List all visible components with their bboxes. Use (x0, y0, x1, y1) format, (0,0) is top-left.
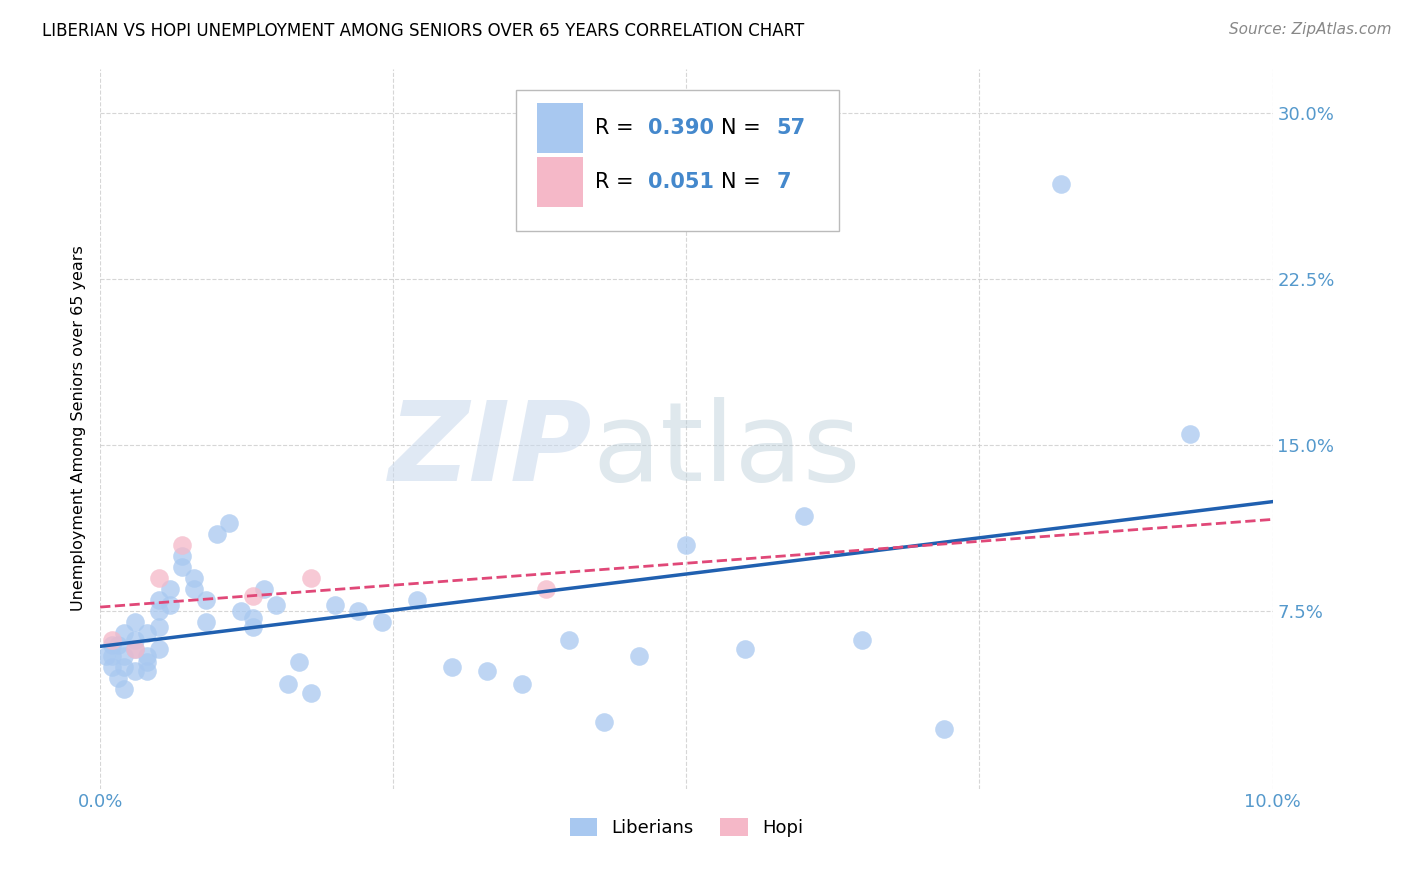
Point (101, 648, 124, 663)
Point (124, 642, 146, 657)
Point (94, 648, 117, 663)
Point (136, 655, 159, 669)
Text: atlas: atlas (592, 397, 860, 504)
Point (475, 664, 498, 678)
Point (107, 638, 129, 652)
Point (172, 538, 194, 552)
Point (112, 626, 135, 640)
Point (229, 604, 252, 618)
Point (194, 615, 217, 630)
Point (558, 633, 581, 648)
Point (277, 677, 299, 691)
Point (183, 582, 205, 596)
Point (148, 593, 170, 607)
Point (107, 671, 129, 685)
Point (159, 582, 181, 596)
Text: 0.390: 0.390 (648, 118, 714, 138)
Point (101, 633, 124, 648)
FancyBboxPatch shape (516, 90, 839, 230)
Text: LIBERIAN VS HOPI UNEMPLOYMENT AMONG SENIORS OVER 65 YEARS CORRELATION CHART: LIBERIAN VS HOPI UNEMPLOYMENT AMONG SENI… (42, 22, 804, 40)
Point (124, 615, 146, 630)
Point (534, 582, 557, 596)
Point (347, 604, 370, 618)
Point (112, 659, 135, 673)
Point (934, 722, 956, 736)
Point (183, 571, 205, 585)
Point (242, 620, 264, 634)
Point (1050, 177, 1073, 191)
Point (112, 648, 135, 663)
Point (207, 526, 229, 541)
Point (370, 615, 392, 630)
Point (734, 642, 756, 657)
Point (148, 604, 170, 618)
Point (194, 593, 217, 607)
FancyBboxPatch shape (537, 103, 583, 153)
Text: N =: N = (721, 172, 761, 192)
Point (124, 633, 146, 648)
Point (288, 655, 311, 669)
Point (101, 659, 124, 673)
Point (124, 664, 146, 678)
Point (593, 714, 616, 729)
Point (1180, 427, 1202, 442)
Text: R =: R = (595, 172, 640, 192)
Point (136, 626, 159, 640)
Point (242, 589, 264, 603)
Text: N =: N = (721, 118, 761, 138)
Point (323, 598, 346, 612)
Text: R =: R = (595, 118, 640, 138)
Point (405, 593, 427, 607)
Legend: Liberians, Hopi: Liberians, Hopi (562, 811, 810, 845)
Point (264, 598, 287, 612)
Text: Source: ZipAtlas.com: Source: ZipAtlas.com (1229, 22, 1392, 37)
Point (628, 648, 651, 663)
Point (510, 677, 533, 691)
Point (793, 509, 815, 524)
Point (159, 598, 181, 612)
Text: 7: 7 (776, 172, 792, 192)
Point (148, 571, 170, 585)
Point (440, 659, 463, 673)
Point (148, 620, 170, 634)
Point (101, 638, 124, 652)
Point (851, 633, 873, 648)
Point (124, 642, 146, 657)
Point (675, 538, 697, 552)
Text: 57: 57 (776, 118, 806, 138)
Y-axis label: Unemployment Among Seniors over 65 years: Unemployment Among Seniors over 65 years (72, 245, 86, 611)
Point (136, 664, 159, 678)
Point (242, 611, 264, 625)
Point (172, 549, 194, 563)
Point (112, 681, 135, 696)
Text: 0.051: 0.051 (648, 172, 714, 192)
Point (218, 516, 240, 530)
Point (136, 648, 159, 663)
FancyBboxPatch shape (537, 157, 583, 207)
Point (148, 642, 170, 657)
Point (172, 560, 194, 574)
Point (253, 582, 276, 596)
Point (299, 686, 322, 700)
Text: ZIP: ZIP (389, 397, 592, 504)
Point (299, 571, 322, 585)
